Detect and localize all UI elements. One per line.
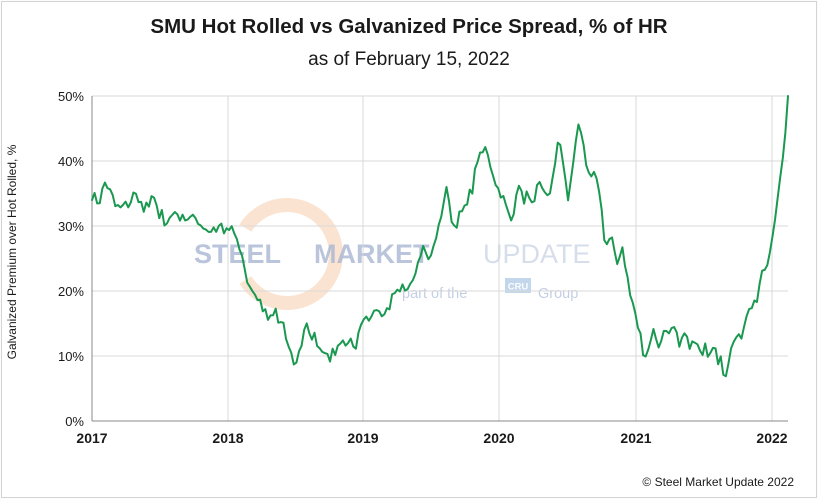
- svg-text:2018: 2018: [212, 430, 243, 446]
- svg-text:10%: 10%: [58, 349, 84, 364]
- svg-text:20%: 20%: [58, 284, 84, 299]
- svg-text:2020: 2020: [483, 430, 514, 446]
- svg-text:40%: 40%: [58, 154, 84, 169]
- svg-text:2021: 2021: [620, 430, 651, 446]
- svg-text:0%: 0%: [65, 414, 84, 429]
- svg-text:30%: 30%: [58, 219, 84, 234]
- svg-text:2017: 2017: [76, 430, 107, 446]
- svg-text:2022: 2022: [756, 430, 787, 446]
- svg-text:2019: 2019: [347, 430, 378, 446]
- svg-text:50%: 50%: [58, 89, 84, 104]
